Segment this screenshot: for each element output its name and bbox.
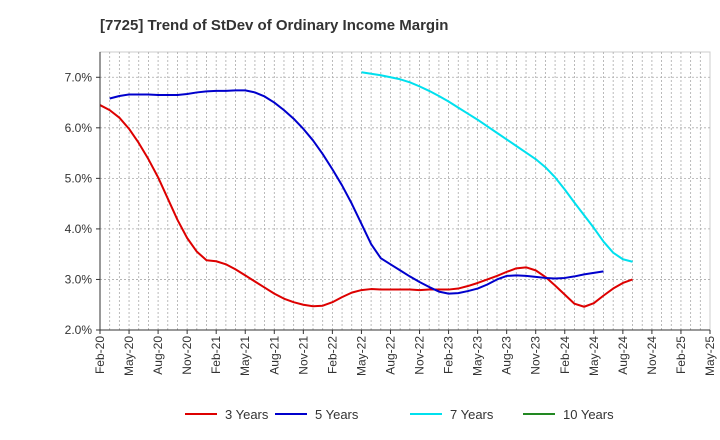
legend: 3 Years 5 Years 7 Years 10 Years (185, 407, 614, 422)
x-tick-label: Feb-20 (93, 336, 107, 374)
x-tick-label: Feb-23 (442, 336, 456, 374)
x-tick-label: Feb-21 (209, 336, 223, 374)
chart-title: [7725] Trend of StDev of Ordinary Income… (100, 17, 448, 34)
series-layer (99, 71, 633, 308)
series-line-3-years (99, 104, 633, 308)
y-tick-label: 5.0% (65, 171, 93, 185)
legend-label: 3 Years (225, 407, 269, 422)
x-tick-label: Nov-22 (413, 336, 427, 375)
x-tick-label: Nov-20 (180, 336, 194, 375)
y-tick-label: 3.0% (65, 272, 93, 286)
legend-label: 10 Years (563, 407, 614, 422)
x-tick-label: Aug-24 (616, 336, 630, 375)
legend-label: 5 Years (315, 407, 359, 422)
x-tick-label: Aug-22 (383, 336, 397, 375)
x-tick-label: Feb-25 (674, 336, 688, 374)
x-tick-label: May-23 (471, 336, 485, 376)
x-tick-label: Nov-21 (296, 336, 310, 375)
axis-layer: 2.0% 3.0% 4.0% 5.0% 6.0% 7.0% Feb-20 May-20 Aug-… (65, 52, 717, 376)
x-tick-label: Aug-21 (267, 336, 281, 375)
x-tick-label: May-24 (587, 336, 601, 376)
x-tick-label: Feb-22 (325, 336, 339, 374)
x-tick-label: Nov-24 (645, 336, 659, 375)
x-tick-label: May-25 (703, 336, 717, 376)
y-tick-label: 6.0% (65, 121, 93, 135)
legend-label: 7 Years (450, 407, 494, 422)
y-tick-label: 4.0% (65, 222, 93, 236)
y-tick-label: 7.0% (65, 70, 93, 84)
y-tick-label: 2.0% (65, 323, 93, 337)
x-tick-label: Feb-24 (558, 336, 572, 374)
series-line-7-years (361, 71, 633, 263)
x-tick-label: May-20 (122, 336, 136, 376)
x-tick-label: May-22 (354, 336, 368, 376)
series-line-5-years (109, 89, 604, 295)
x-tick-label: Aug-20 (151, 336, 165, 375)
x-tick-label: May-21 (238, 336, 252, 376)
x-tick-label: Aug-23 (500, 336, 514, 375)
x-tick-label: Nov-23 (529, 336, 543, 375)
